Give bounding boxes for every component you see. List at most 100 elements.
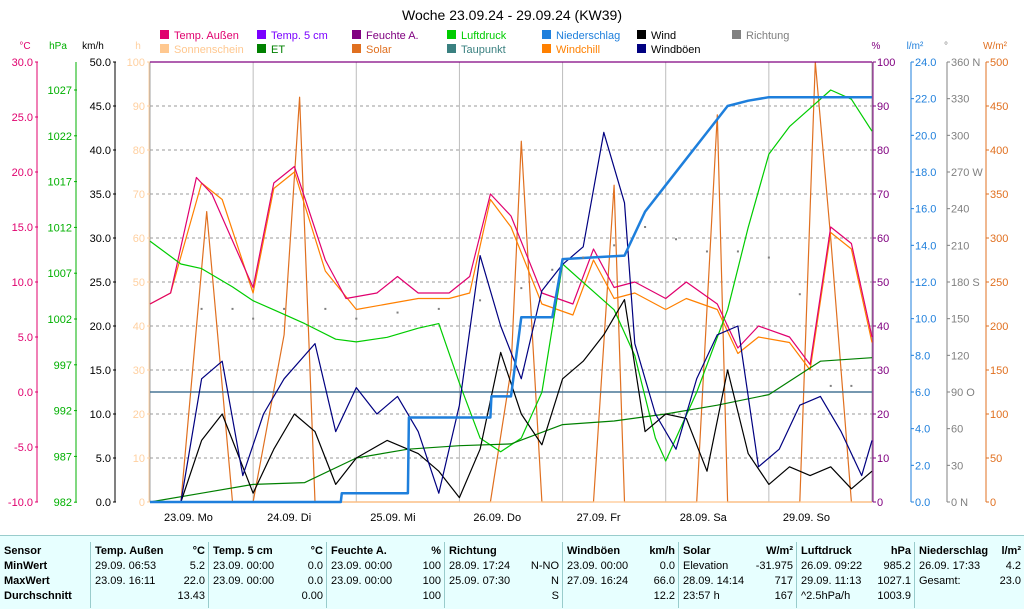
axis-unit-solar_wm2: W/m² bbox=[983, 41, 1008, 52]
x-category-label: 25.09. Mi bbox=[370, 512, 415, 524]
stats-cell-label: 28.09. 17:24 bbox=[449, 560, 511, 572]
stats-cell-label: ^2.5hPa/h bbox=[801, 590, 851, 602]
axis-tick-sun_h: 0 bbox=[139, 497, 145, 509]
direction-point bbox=[582, 256, 585, 259]
direction-point bbox=[613, 244, 616, 247]
stats-cell-value: 13.43 bbox=[177, 590, 205, 602]
axis-tick-sun_h: 50 bbox=[133, 277, 145, 289]
stats-header: Niederschlag l/m² bbox=[919, 544, 1021, 559]
stats-header-unit: km/h bbox=[649, 545, 675, 557]
axis-tick-solar_wm2: 450 bbox=[990, 101, 1008, 113]
axis-tick-solar_wm2: 250 bbox=[990, 277, 1008, 289]
legend-label: Richtung bbox=[746, 30, 789, 42]
stats-row: 23.09. 16:11 22.0 bbox=[95, 574, 205, 589]
legend-label: Solar bbox=[366, 44, 392, 56]
stats-cell-label: 23.09. 00:00 bbox=[331, 575, 393, 587]
axis-tick-wind_kmh: 10.0 bbox=[90, 409, 111, 421]
stats-cell-value: 66.0 bbox=[653, 575, 675, 587]
axis-tick-temp_c: 20.0 bbox=[12, 167, 33, 179]
stats-header: Temp. 5 cm °C bbox=[213, 544, 323, 559]
stats-header-unit: hPa bbox=[890, 545, 911, 557]
axis-tick-sun_h: 60 bbox=[133, 233, 145, 245]
stats-cell-value: N-NO bbox=[530, 560, 559, 572]
stats-row: 23.09. 00:00 100 bbox=[331, 559, 441, 574]
stats-header-unit: °C bbox=[192, 545, 205, 557]
stats-row bbox=[919, 589, 1021, 604]
axis-tick-solar_wm2: 100 bbox=[990, 409, 1008, 421]
axis-tick-direction_deg: 150 bbox=[951, 314, 969, 326]
stats-row: Durchschnitt bbox=[4, 589, 86, 604]
legend-swatch bbox=[637, 44, 646, 53]
stats-header-label: Temp. Außen bbox=[95, 545, 164, 557]
legend-label: Wind bbox=[651, 30, 676, 42]
axis-tick-solar_wm2: 150 bbox=[990, 365, 1008, 377]
weather-chart: Woche 23.09.24 - 29.09.24 (KW39) °C 30.0 25… bbox=[8, 7, 1008, 524]
axis-tick-pressure_hpa: 987 bbox=[54, 451, 72, 463]
axis-tick-rain_lm2: 22.0 bbox=[915, 94, 936, 106]
legend-label: Taupunkt bbox=[461, 44, 506, 56]
stats-header-unit: l/m² bbox=[1001, 545, 1021, 557]
stats-cell-value: 0.0 bbox=[307, 560, 323, 572]
stats-cell-label: Gesamt: bbox=[919, 575, 961, 587]
axis-tick-humidity_pct: 10 bbox=[877, 453, 889, 465]
axis-tick-humidity_pct: 60 bbox=[877, 233, 889, 245]
axis-tick-wind_kmh: 35.0 bbox=[90, 189, 111, 201]
stats-cell-label: 27.09. 16:24 bbox=[567, 575, 629, 587]
axis-tick-wind_kmh: 0.0 bbox=[96, 497, 111, 509]
axis-tick-wind_kmh: 5.0 bbox=[96, 453, 111, 465]
stats-row: 13.43 bbox=[95, 589, 205, 604]
axis-unit-temp_c: °C bbox=[19, 41, 30, 52]
stats-cell-label: 29.09. 11:13 bbox=[801, 575, 862, 587]
stats-column: Solar W/m² Elevation -31.975 28.09. 14:14 717… bbox=[678, 542, 797, 608]
direction-point bbox=[324, 307, 327, 310]
stats-row: 29.09. 06:53 5.2 bbox=[95, 559, 205, 574]
stats-row: 26.09. 09:22 985.2 bbox=[801, 559, 911, 574]
axis-tick-direction_deg: 210 bbox=[951, 240, 969, 252]
stats-header: Richtung bbox=[449, 544, 559, 559]
legend-swatch bbox=[447, 44, 456, 53]
x-category-label: 23.09. Mo bbox=[164, 512, 213, 524]
stats-header-label: Sensor bbox=[4, 545, 42, 557]
stats-row: S bbox=[449, 589, 559, 604]
axis-tick-solar_wm2: 350 bbox=[990, 189, 1008, 201]
x-category-label: 26.09. Do bbox=[473, 512, 521, 524]
stats-row: 23.09. 00:00 0.0 bbox=[567, 559, 675, 574]
stats-header-label: Temp. 5 cm bbox=[213, 545, 273, 557]
direction-point bbox=[829, 384, 832, 387]
stats-row: MinWert bbox=[4, 559, 86, 574]
axis-tick-humidity_pct: 70 bbox=[877, 189, 889, 201]
axis-tick-sun_h: 40 bbox=[133, 321, 145, 333]
axis-tick-pressure_hpa: 1007 bbox=[48, 268, 72, 280]
axis-tick-direction_deg: 120 bbox=[951, 350, 969, 362]
stats-header: Luftdruck hPa bbox=[801, 544, 911, 559]
axis-tick-direction_deg: 270 W bbox=[951, 167, 983, 179]
axis-tick-solar_wm2: 200 bbox=[990, 321, 1008, 333]
axis-tick-wind_kmh: 50.0 bbox=[90, 57, 111, 69]
direction-point bbox=[705, 250, 708, 253]
axis-tick-temp_c: 10.0 bbox=[12, 277, 33, 289]
axis-tick-wind_kmh: 20.0 bbox=[90, 321, 111, 333]
stats-column: Luftdruck hPa 26.09. 09:22 985.2 29.09. 11:1… bbox=[796, 542, 915, 608]
stats-header: Windböen km/h bbox=[567, 544, 675, 559]
axis-tick-direction_deg: 180 S bbox=[951, 277, 980, 289]
legend-label: Niederschlag bbox=[556, 30, 620, 42]
chart-title: Woche 23.09.24 - 29.09.24 (KW39) bbox=[402, 7, 622, 23]
stats-cell-label: 23:57 h bbox=[683, 590, 720, 602]
axis-tick-temp_c: 5.0 bbox=[18, 332, 33, 344]
legend-swatch bbox=[637, 30, 646, 39]
stats-header-unit: % bbox=[431, 545, 441, 557]
axis-tick-temp_c: 30.0 bbox=[12, 57, 33, 69]
stats-cell-label: 25.09. 07:30 bbox=[449, 575, 511, 587]
axis-tick-solar_wm2: 500 bbox=[990, 57, 1008, 69]
stats-cell-value: 100 bbox=[422, 575, 441, 587]
stats-row-label: MaxWert bbox=[4, 575, 50, 587]
stats-cell-value: 4.2 bbox=[1005, 560, 1021, 572]
axis-tick-direction_deg: 240 bbox=[951, 204, 969, 216]
axis-tick-pressure_hpa: 1027 bbox=[48, 85, 72, 97]
legend-swatch bbox=[542, 30, 551, 39]
legend-label: Temp. 5 cm bbox=[271, 30, 328, 42]
stats-row: 26.09. 17:33 4.2 bbox=[919, 559, 1021, 574]
stats-column: Richtung 28.09. 17:24 N-NO 25.09. 07:30 N S bbox=[444, 542, 563, 608]
stats-row: 27.09. 16:24 66.0 bbox=[567, 574, 675, 589]
axis-tick-temp_c: -10.0 bbox=[8, 497, 33, 509]
